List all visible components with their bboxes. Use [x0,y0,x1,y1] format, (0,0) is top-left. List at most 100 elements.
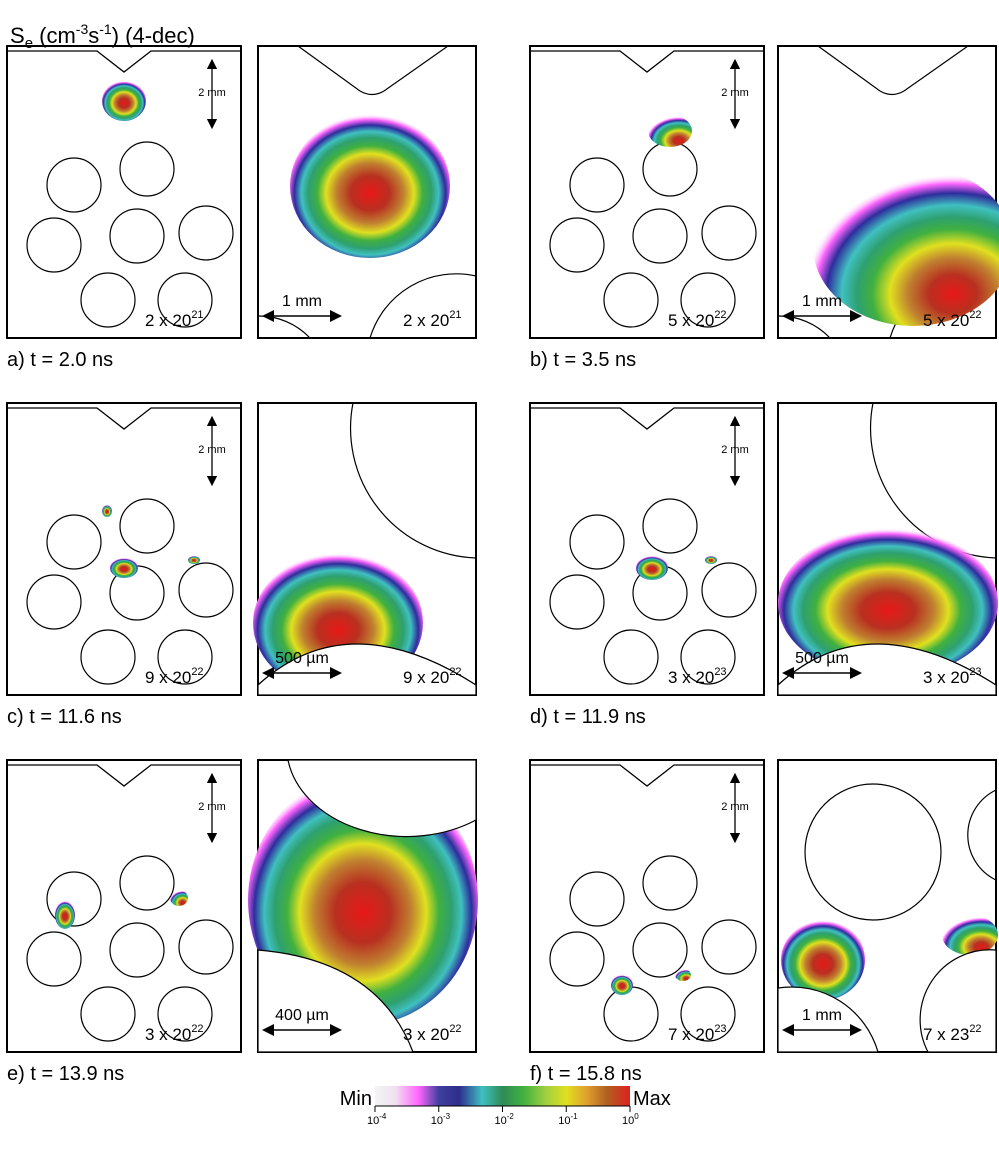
overview-scale-label: 2 mm [198,801,226,813]
rod-circle [157,986,213,1042]
zoom-max-label: 3 x 2023 [923,666,982,687]
zoom-scale-label: 1 mm [802,1007,842,1024]
panel-f: 2 mm 7 x 2023 1 mm 7 x 2322 f) t = 15.8 ns [529,759,998,1085]
rod-circle [680,272,736,328]
zoom-frame: 1 mm 2 x 2021 [257,45,477,339]
panel-e: 2 mm 3 x 2022 400 µm 3 x 2022 e) t = 13.9 ns [6,759,478,1085]
zoom-frame: 500 µm 9 x 2022 [253,402,477,696]
overview-scale-label: 2 mm [198,444,226,456]
overview-max-label: 3 x 2022 [145,1023,204,1044]
overview-frame: 2 mm 5 x 2022 [529,45,765,339]
panel-b: 2 mm 5 x 2022 1 mm 5 x 2022 b) t = 3.5 ns [529,45,999,371]
rod-circle [46,871,102,927]
colorbar-tick-label: 10-4 [367,1112,387,1127]
rod-circle [80,272,136,328]
rod-circle [119,141,175,197]
rod-circle [603,629,659,685]
rod-circle [119,498,175,554]
rod-circle [549,931,605,987]
discharge-region [611,975,633,995]
rod-circle [46,514,102,570]
zoom-max-label: 7 x 2322 [923,1023,982,1044]
colorbar: Min Max 10-4 10-3 10-2 10-1 100 [340,1086,671,1127]
rod-circle [80,629,136,685]
overview-max-label: 2 x 2021 [145,309,204,330]
panel-caption: e) t = 13.9 ns [7,1063,124,1085]
panel-d: 2 mm 3 x 2023 500 µm 3 x 2023 d) t = 11.9 ns [529,402,998,728]
colorbar-gradient [375,1086,630,1106]
zoom-scale-label: 500 µm [795,650,849,667]
rod-circle [178,919,234,975]
zoom-max-label: 2 x 2021 [403,309,462,330]
rod-circle [701,919,757,975]
zoom-frame: 400 µm 3 x 2022 [248,759,478,1053]
discharge-region-zoom [813,166,999,326]
rod-circle [632,208,688,264]
overview-max-label: 3 x 2023 [668,666,727,687]
rod-circle [26,217,82,273]
colorbar-min-label: Min [340,1088,372,1110]
panel-c: 2 mm 9 x 2022 500 µm 9 x 2022 c) t = 11.6 ns [6,402,477,728]
rod-circle [569,871,625,927]
overview-frame: 2 mm 9 x 2022 [6,402,242,696]
rod-circle [680,986,736,1042]
rod-circle [632,922,688,978]
rod-circle [603,986,659,1042]
rod-circle [26,574,82,630]
discharge-region-zoom [781,920,865,1000]
overview-scale-label: 2 mm [721,801,749,813]
rod-circle [157,272,213,328]
rod-circle [701,562,757,618]
zoom-scale-label: 1 mm [802,293,842,310]
rod-circle [642,141,698,197]
figure-title: Se (cm-3s-1) (4-dec) [10,21,195,52]
rod-circle [603,272,659,328]
colorbar-tick-label: 100 [622,1112,639,1127]
rod-circle [569,514,625,570]
overview-frame: 2 mm 2 x 2021 [6,45,242,339]
colorbar-tick-label: 10-1 [558,1112,578,1127]
overview-max-label: 9 x 2022 [145,666,204,687]
rod-circle [46,157,102,213]
overview-frame: 2 mm 3 x 2022 [6,759,242,1053]
panel-caption: c) t = 11.6 ns [7,706,122,728]
overview-frame: 2 mm 7 x 2023 [529,759,765,1053]
rod-circle [109,208,165,264]
rod-circle [157,629,213,685]
rod-circle [642,855,698,911]
zoom-frame: 500 µm 3 x 2023 [777,402,998,696]
zoom-frame: 1 mm 7 x 2322 [777,759,998,1053]
rod-circle [80,986,136,1042]
zoom-scale-label: 1 mm [282,293,322,310]
rod-circle [549,217,605,273]
rod-circle [178,205,234,261]
rod-circle [701,205,757,261]
discharge-region-zoom [290,114,450,258]
rod-circle [178,562,234,618]
discharge-region [648,115,692,147]
rod-circle [109,922,165,978]
zoom-frame: 1 mm 5 x 2022 [777,45,999,339]
discharge-region-zoom [778,528,998,678]
discharge-region [636,556,668,580]
overview-max-label: 7 x 2023 [668,1023,727,1044]
rod-circle [26,931,82,987]
rod-circle [642,498,698,554]
overview-frame: 2 mm 3 x 2023 [529,402,765,696]
overview-scale-label: 2 mm [198,87,226,99]
rod-circle [680,629,736,685]
discharge-region [102,81,146,121]
zoom-max-label: 3 x 2022 [403,1023,462,1044]
colorbar-tick-label: 10-2 [495,1112,515,1127]
zoom-max-label: 9 x 2022 [403,666,462,687]
discharge-region [110,558,138,578]
discharge-region [55,901,75,929]
zoom-scale-label: 400 µm [275,1007,329,1024]
rod-circle [119,855,175,911]
rod-circle [569,157,625,213]
overview-scale-label: 2 mm [721,87,749,99]
panel-a: 2 mm 2 x 2021 1 mm 2 x 2021 a) t = 2.0 ns [6,45,477,371]
panel-caption: d) t = 11.9 ns [530,706,646,728]
zoom-scale-label: 500 µm [275,650,329,667]
